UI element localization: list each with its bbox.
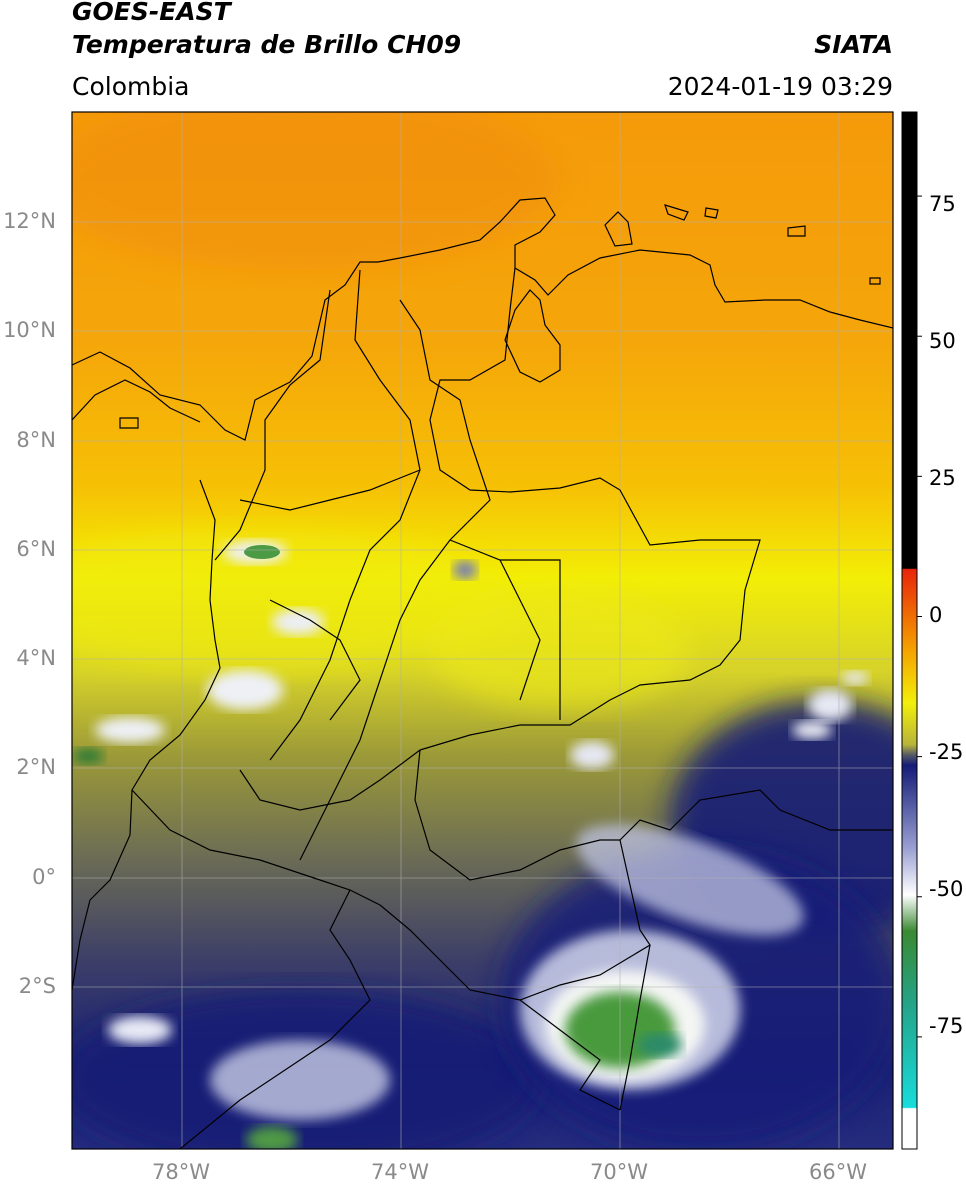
lat-tick-label: 8°N [16, 428, 56, 452]
lat-tick-label: 2°N [16, 755, 56, 779]
graticule [72, 112, 893, 1149]
satellite-title: GOES-EAST [72, 0, 231, 26]
lat-tick-label: 10°N [3, 318, 56, 342]
colorbar-tick-label: -25 [929, 740, 964, 764]
product-title: Temperatura de Brillo CH09 [72, 30, 462, 59]
lon-tick-label: 74°W [371, 1160, 429, 1184]
lon-tick-label: 78°W [152, 1160, 210, 1184]
lon-tick-label: 66°W [809, 1160, 867, 1184]
colorbar-tick-label: -50 [929, 877, 964, 901]
colorbar-tick-label: 0 [929, 603, 943, 627]
colorbar-tick-label: -75 [929, 1014, 964, 1038]
boundaries [72, 197, 893, 1149]
temperature-field [72, 112, 893, 1149]
region-label: Colombia [72, 72, 190, 101]
map-frame [71, 111, 894, 1150]
institution-label: SIATA [814, 30, 893, 59]
lat-tick-label: 6°N [16, 537, 56, 561]
lat-tick-label: 12°N [3, 209, 56, 233]
lon-tick-label: 70°W [590, 1160, 648, 1184]
colorbar-tick-label: 75 [929, 192, 956, 216]
colorbar [902, 112, 917, 1149]
colorbar-tick-label: 25 [929, 466, 956, 490]
lat-tick-label: 4°N [16, 646, 56, 670]
colorbar-tick-marks [917, 195, 922, 1038]
lat-tick-label: 2°S [18, 974, 56, 998]
colorbar-frame [901, 111, 918, 1150]
lat-tick-label: 0° [32, 865, 56, 889]
timestamp-label: 2024-01-19 03:29 [667, 72, 893, 101]
colorbar-tick-label: 50 [929, 329, 956, 353]
